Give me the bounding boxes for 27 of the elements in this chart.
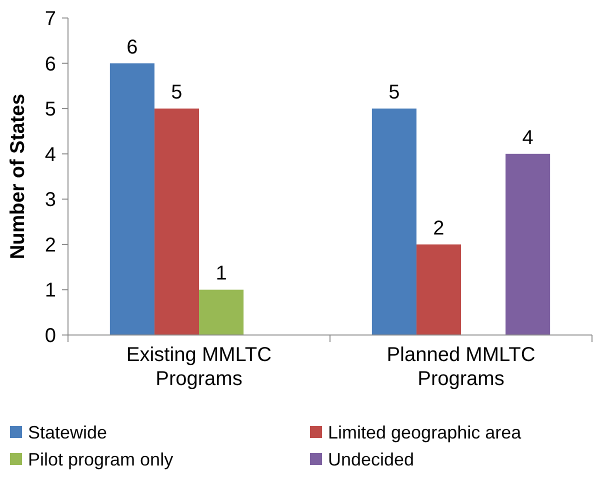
y-tick-label: 3 xyxy=(44,189,56,212)
legend-label: Pilot program only xyxy=(28,449,174,470)
legend-label: Statewide xyxy=(28,422,108,442)
data-label: 6 xyxy=(126,36,138,58)
bar xyxy=(154,108,199,335)
bar xyxy=(506,154,550,335)
bar xyxy=(372,108,416,335)
legend-label: Undecided xyxy=(328,449,414,470)
y-tick-label: 0 xyxy=(44,325,56,347)
data-label: 1 xyxy=(216,262,227,285)
y-tick-label: 5 xyxy=(44,98,56,121)
bar xyxy=(199,290,244,335)
y-tick-label: 6 xyxy=(44,53,56,76)
x-tick-label: Planned MMLTC Programs xyxy=(386,344,536,390)
data-label: 5 xyxy=(171,82,182,104)
y-tick-label: 2 xyxy=(44,234,56,256)
bar xyxy=(110,63,154,335)
y-axis-title: Number of States xyxy=(7,94,29,260)
data-label: 2 xyxy=(433,217,444,240)
bar xyxy=(416,244,461,335)
y-tick-label: 1 xyxy=(44,280,56,302)
data-label: 4 xyxy=(522,126,534,149)
legend-label: Limited geographic area xyxy=(328,422,522,442)
x-tick-label: Existing MMLTC Programs xyxy=(126,344,272,390)
data-label: 5 xyxy=(388,82,400,104)
y-tick-label: 4 xyxy=(44,144,56,166)
y-tick-label: 7 xyxy=(44,8,56,30)
